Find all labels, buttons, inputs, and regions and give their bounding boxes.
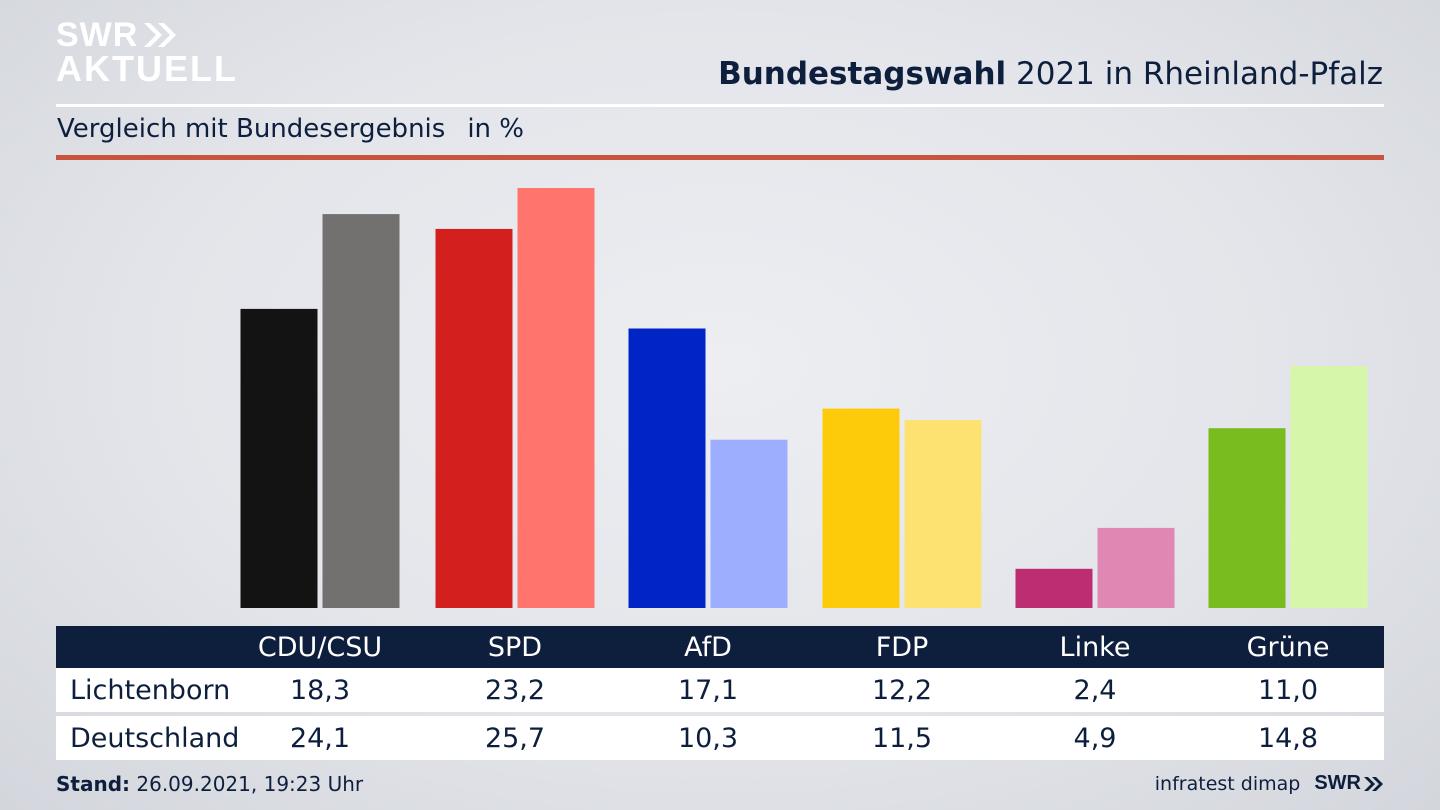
table-cell: 17,1	[677, 674, 739, 706]
timestamp: Stand: 26.09.2021, 19:23 Uhr	[56, 772, 363, 796]
source-credit: infratest dimap SWR	[1155, 772, 1383, 795]
table-cell: 23,2	[484, 674, 546, 706]
table-row-lichtenborn: Lichtenborn 18,3 23,2 17,1 12,2 2,4 11,0	[56, 668, 1384, 712]
column-header: AfD	[684, 631, 732, 663]
title-bold: Bundestagswahl	[718, 56, 1007, 92]
table-cell: 2,4	[1073, 674, 1117, 706]
subtitle-divider	[56, 155, 1384, 160]
subtitle-unit: in %	[467, 114, 524, 144]
bar-lichtenborn-1	[435, 228, 513, 608]
chart-subtitle: Vergleich mit Bundesergebnis in %	[57, 114, 524, 144]
table-header-row: CDU/CSU SPD AfD FDP Linke Grüne	[56, 626, 1384, 668]
table-cell: 24,1	[289, 722, 351, 754]
bar-lichtenborn-0	[240, 308, 318, 608]
subtitle-text: Vergleich mit Bundesergebnis	[57, 114, 446, 144]
page-title: Bundestagswahl 2021 in Rheinland-Pfalz	[718, 56, 1383, 92]
row-label: Lichtenborn	[70, 674, 231, 706]
double-chevron-icon	[144, 23, 177, 47]
header-divider	[56, 104, 1384, 107]
table-cell: 12,2	[871, 674, 933, 706]
bar-chart	[240, 188, 1368, 608]
stand-label: Stand:	[56, 772, 131, 796]
bar-lichtenborn-5	[1208, 428, 1286, 608]
results-table: CDU/CSU SPD AfD FDP Linke Grüne Lichtenborn 1…	[56, 626, 1384, 760]
swr-aktuell-logo: SWR AKTUELL	[56, 16, 238, 89]
column-header: SPD	[487, 631, 543, 663]
bar-lichtenborn-3	[822, 408, 900, 608]
bar-deutschland-3	[904, 420, 982, 608]
table-cell: 4,9	[1073, 722, 1117, 754]
bar-deutschland-4	[1097, 527, 1175, 608]
table-cell: 25,7	[484, 722, 546, 754]
source-text: infratest dimap	[1154, 772, 1301, 795]
column-header: FDP	[875, 631, 929, 663]
swr-footer-logo: SWR	[1314, 772, 1383, 795]
table-cell: 18,3	[289, 674, 351, 706]
swr-footer-text: SWR	[1314, 772, 1361, 794]
table-cell: 10,3	[677, 722, 739, 754]
bar-deutschland-0	[322, 214, 400, 608]
table-cell: 11,5	[871, 722, 933, 754]
logo-swr-text: SWR	[56, 16, 139, 54]
title-rest: 2021 in Rheinland-Pfalz	[1006, 56, 1383, 92]
logo-aktuell-text: AKTUELL	[56, 48, 238, 89]
bar-deutschland-2	[710, 439, 788, 608]
bar-deutschland-1	[517, 188, 595, 608]
double-chevron-icon	[1364, 776, 1383, 791]
column-header: Linke	[1059, 631, 1131, 663]
row-label: Deutschland	[70, 722, 240, 754]
table-cell: 11,0	[1257, 674, 1319, 706]
bar-lichtenborn-4	[1015, 568, 1093, 608]
table-cell: 14,8	[1257, 722, 1319, 754]
stand-value: 26.09.2021, 19:23 Uhr	[130, 772, 364, 796]
bar-deutschland-5	[1290, 366, 1368, 608]
bar-lichtenborn-2	[628, 328, 706, 608]
table-row-deutschland: Deutschland 24,1 25,7 10,3 11,5 4,9 14,8	[56, 716, 1384, 760]
column-header: Grüne	[1246, 631, 1330, 663]
column-header: CDU/CSU	[257, 631, 383, 663]
